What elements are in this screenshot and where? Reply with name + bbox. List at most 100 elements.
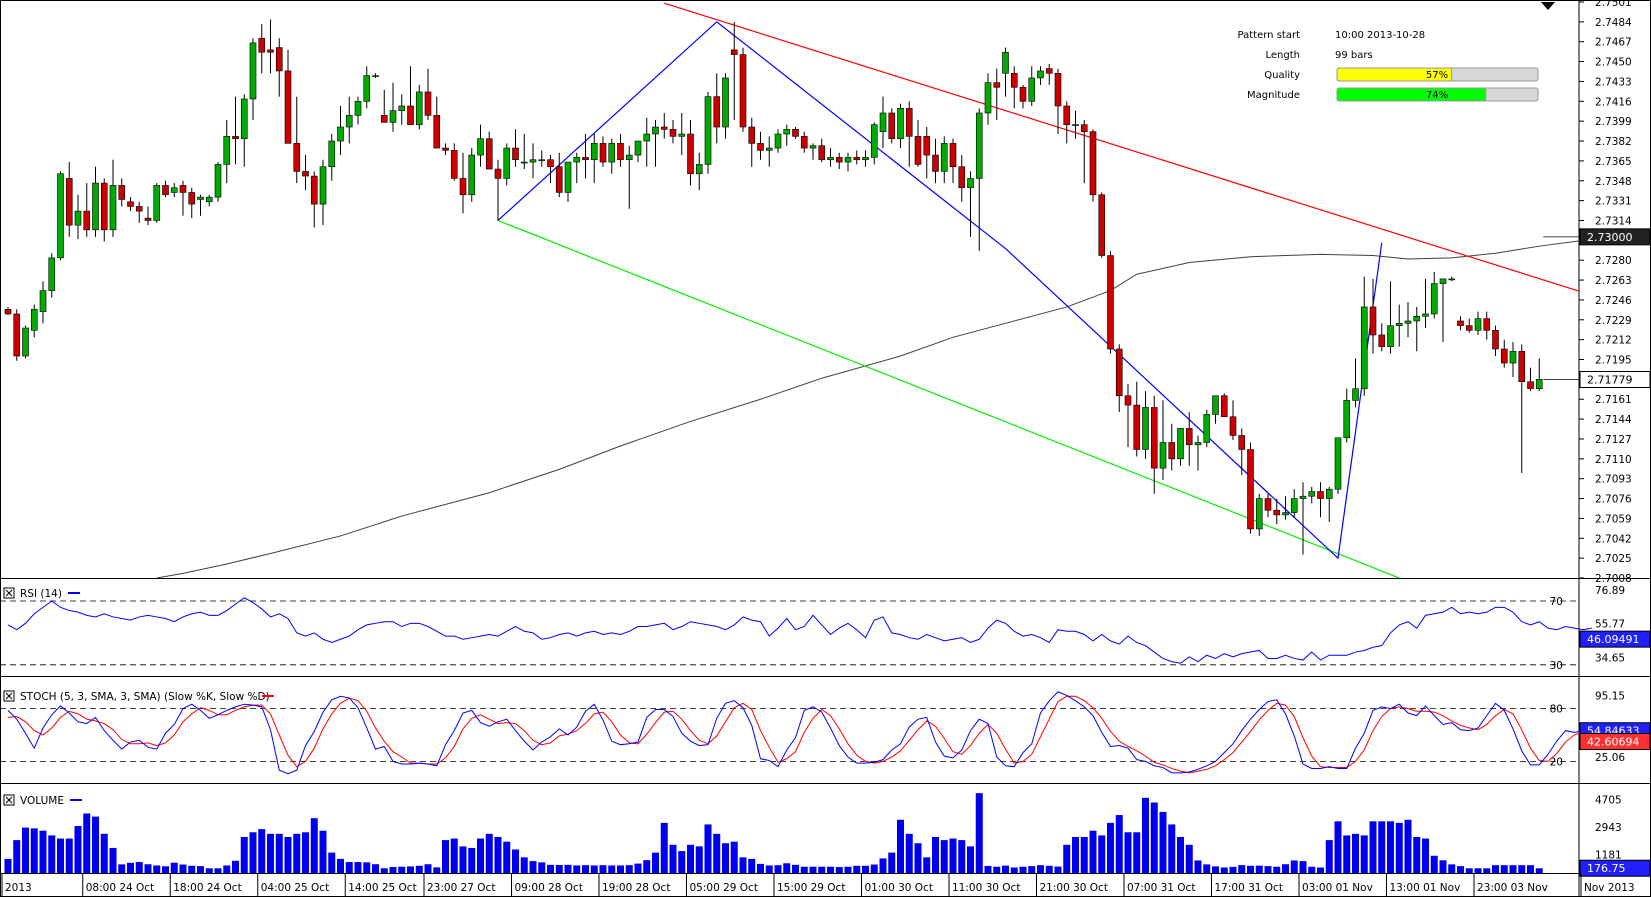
volume-bar: [1080, 836, 1088, 873]
rsi-panel: 70 30 76.89 55.77 34.65 46.09491: [0, 585, 1651, 672]
candle-body: [879, 112, 887, 132]
price-tick-label: 2.7042: [1595, 533, 1632, 545]
volume-bar: [30, 828, 38, 873]
candle-body: [512, 147, 519, 161]
stoch-current-label: 42.60694: [1587, 736, 1640, 749]
candle-body: [958, 166, 966, 189]
volume-bar: [380, 868, 388, 873]
volume-bar: [1177, 836, 1184, 873]
volume-bar: [730, 841, 738, 873]
candle-body: [144, 217, 152, 221]
candle-body: [459, 178, 467, 196]
volume-bar: [485, 833, 493, 873]
volume-bar: [372, 864, 379, 873]
volume-bar: [118, 864, 126, 873]
candle-body: [267, 49, 274, 53]
candle-body: [328, 140, 336, 168]
volume-bar: [1343, 835, 1351, 873]
candle-body: [1273, 509, 1281, 516]
volume-bar: [153, 865, 161, 873]
volume-bar: [529, 861, 537, 873]
volume-bar: [1194, 860, 1202, 873]
price-tick-label: 2.7110: [1595, 454, 1632, 466]
volume-bar: [135, 862, 143, 873]
candle-body: [74, 210, 82, 226]
volume-bar: [652, 852, 659, 873]
volume-bar: [862, 865, 869, 873]
panel-title: VOLUME: [20, 795, 64, 807]
candle-body: [897, 108, 904, 139]
candle-body: [573, 157, 581, 163]
candle-body: [398, 105, 406, 111]
candle-body: [914, 136, 922, 165]
rsi-level-label: 30: [1550, 660, 1563, 672]
volume-bar: [739, 857, 747, 873]
candle-body: [1255, 498, 1263, 530]
volume-bar: [687, 844, 694, 873]
candle-body: [1483, 318, 1491, 331]
candle-body: [1378, 334, 1386, 347]
candle-body: [1290, 498, 1298, 513]
volume-bar: [538, 862, 546, 873]
volume-bar: [302, 832, 309, 873]
price-tick-label: 2.7195: [1595, 355, 1632, 367]
candle-body: [503, 147, 511, 179]
price-tag-label: 2.73000: [1587, 231, 1633, 244]
pattern-info-value: 10:00 2013-10-28: [1335, 30, 1425, 41]
volume-bar: [197, 866, 204, 873]
candle-body: [652, 126, 659, 135]
volume-bar: [818, 866, 826, 873]
candle-body: [643, 133, 651, 142]
volume-bar: [870, 864, 878, 873]
volume-bar: [520, 857, 528, 873]
price-tick-label: 2.7280: [1595, 255, 1632, 267]
candle-body: [1474, 318, 1482, 331]
volume-bar: [328, 852, 336, 873]
price-tag: [1579, 370, 1651, 388]
candle-body: [1080, 124, 1088, 132]
candle-body: [372, 75, 379, 77]
volume-axis-label: 1181: [1595, 850, 1622, 862]
candle-body: [1220, 395, 1228, 418]
candle-body: [564, 161, 572, 193]
candle-body: [835, 157, 843, 163]
candle-body: [170, 187, 178, 193]
volume-bar: [57, 838, 64, 873]
candle-body: [1238, 435, 1246, 450]
volume-bar: [967, 846, 974, 873]
candle-body: [730, 49, 738, 55]
candle-body: [293, 143, 301, 172]
progress-fill: [1336, 67, 1453, 82]
volume-bar: [634, 863, 642, 873]
volume-bar: [1317, 867, 1324, 873]
volume-bar: [109, 847, 117, 873]
volume-bar: [678, 851, 686, 873]
candle-body: [984, 82, 992, 114]
volume-bar: [503, 841, 511, 873]
candle-body: [800, 136, 808, 149]
volume-bar: [1439, 860, 1447, 873]
volume-bar: [984, 865, 992, 873]
volume-bar: [48, 835, 56, 873]
volume-bar: [1063, 844, 1071, 873]
volume-bar: [4, 858, 12, 873]
candle-body: [555, 166, 563, 193]
candle-body: [249, 42, 257, 100]
price-tick-label: 2.7263: [1595, 275, 1632, 287]
candle-body: [1264, 498, 1272, 511]
candle-body: [240, 98, 248, 139]
price-tick-label: 2.7484: [1595, 17, 1632, 29]
candle-body: [1518, 351, 1526, 383]
volume-bar: [1273, 866, 1281, 873]
volume-bar: [800, 866, 808, 873]
volume-bar: [13, 840, 21, 873]
volume-bar: [337, 858, 344, 873]
price-tick-label: 2.7314: [1595, 215, 1632, 227]
candle-body: [870, 124, 878, 158]
candle-body: [695, 164, 703, 175]
rsi-axis-label: 55.77: [1595, 619, 1625, 631]
candle-body: [407, 105, 414, 125]
volume-bar: [407, 866, 414, 873]
price-tick-label: 2.7144: [1595, 414, 1632, 426]
candle-body: [1203, 414, 1211, 443]
